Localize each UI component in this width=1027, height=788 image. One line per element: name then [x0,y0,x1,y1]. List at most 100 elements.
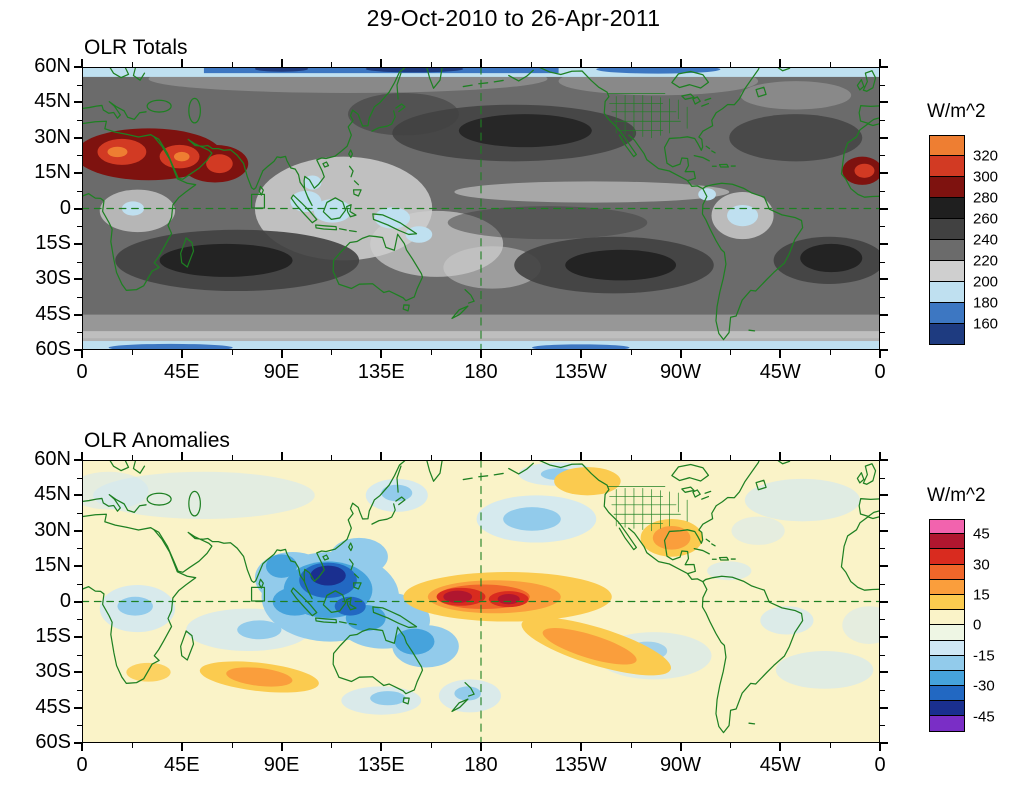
colorbar-box [929,261,965,282]
lon-label: 90W [659,361,702,383]
lat-label: 60N [34,448,71,471]
lon-label: 135E [357,754,405,776]
colorbar-box [929,625,965,641]
axis-tick [74,313,82,316]
axis-tick [730,743,732,748]
axis-tick [431,62,433,67]
axis-tick [280,59,283,67]
lat-label: 15S [35,231,71,254]
colorbar-box [929,549,965,565]
axis-tick [879,59,881,67]
axis-tick [880,600,888,603]
axis-tick [679,452,682,460]
lon-label: 45W [759,361,801,383]
lon-label: 45E [163,754,200,776]
colorbar-label: 45 [973,525,990,543]
colorbar-box [929,282,965,303]
lon-label: 45E [163,361,200,383]
colorbar-label: 200 [973,273,999,291]
lat-label: 15N [34,554,71,577]
axis-tick [81,59,83,67]
lon-label: 90E [263,754,300,776]
axis-tick [77,155,82,157]
colorbar-box [929,303,965,324]
axis-tick [431,350,433,355]
axis-tick [77,654,82,656]
axis-tick [880,513,885,515]
axis-tick [231,350,233,355]
axis-tick [431,743,433,748]
axis-tick [77,689,82,691]
colorbar-box [929,156,965,177]
axis-tick [530,455,532,460]
axis-tick [74,600,82,603]
colorbar-box [929,324,965,345]
axis-tick [880,226,885,228]
lon-label: 0 [76,754,88,776]
anomalies-colorbar: 45 30 15 0 -15 -30 -45 [929,519,1019,732]
axis-tick [74,529,82,532]
axis-tick [231,455,233,460]
colorbar-box [929,640,965,656]
axis-tick [74,242,82,245]
axis-tick [880,635,888,638]
axis-tick [880,654,885,656]
axis-tick [880,313,888,316]
lat-label: 30N [34,518,71,541]
lat-label: 0 [59,589,71,612]
axis-tick [74,459,82,461]
axis-tick [74,671,82,674]
axis-tick [830,62,832,67]
axis-tick [880,136,888,139]
axis-tick [77,190,82,192]
axis-tick [81,452,83,460]
axis-tick [74,706,82,709]
axis-tick [280,350,283,358]
axis-tick [779,743,782,751]
colorbar-box [929,564,965,580]
axis-tick [880,66,888,68]
axis-tick [180,452,183,460]
axis-tick [74,565,82,568]
colorbar-label: 0 [973,616,982,634]
axis-tick [830,743,832,748]
colorbar-box [929,219,965,240]
lon-label: 135E [357,361,405,383]
colorbar-label: 300 [973,168,999,186]
axis-tick [880,689,885,691]
lat-label: 15N [34,161,71,184]
axis-tick [880,671,888,674]
axis-tick [77,261,82,263]
axis-tick [74,66,82,68]
axis-tick [779,350,782,358]
axis-tick [131,455,133,460]
axis-tick [77,619,82,621]
axis-tick [630,350,632,355]
anomalies-subtitle: OLR Anomalies [84,429,230,452]
axis-tick [880,548,885,550]
axis-tick [880,529,888,532]
axis-tick [880,190,885,192]
lon-label: 45W [759,754,801,776]
lat-label: 30N [34,125,71,148]
lat-label: 30S [35,267,71,290]
olr-anomalies-field [82,460,880,743]
axis-tick [331,350,333,355]
axis-tick [880,261,885,263]
axis-tick [880,120,885,122]
colorbar-label: 30 [973,556,990,574]
colorbar-label: -30 [973,677,995,695]
axis-tick [77,120,82,122]
colorbar-box [929,198,965,219]
lon-label: 135W [554,361,607,383]
colorbar-box [929,240,965,261]
axis-tick [380,452,383,460]
axis-tick [630,62,632,67]
axis-tick [380,59,383,67]
axis-tick [530,743,532,748]
axis-tick [880,155,885,157]
axis-tick [331,455,333,460]
colorbar-label: -45 [973,708,995,726]
lon-label: 135W [554,754,607,776]
